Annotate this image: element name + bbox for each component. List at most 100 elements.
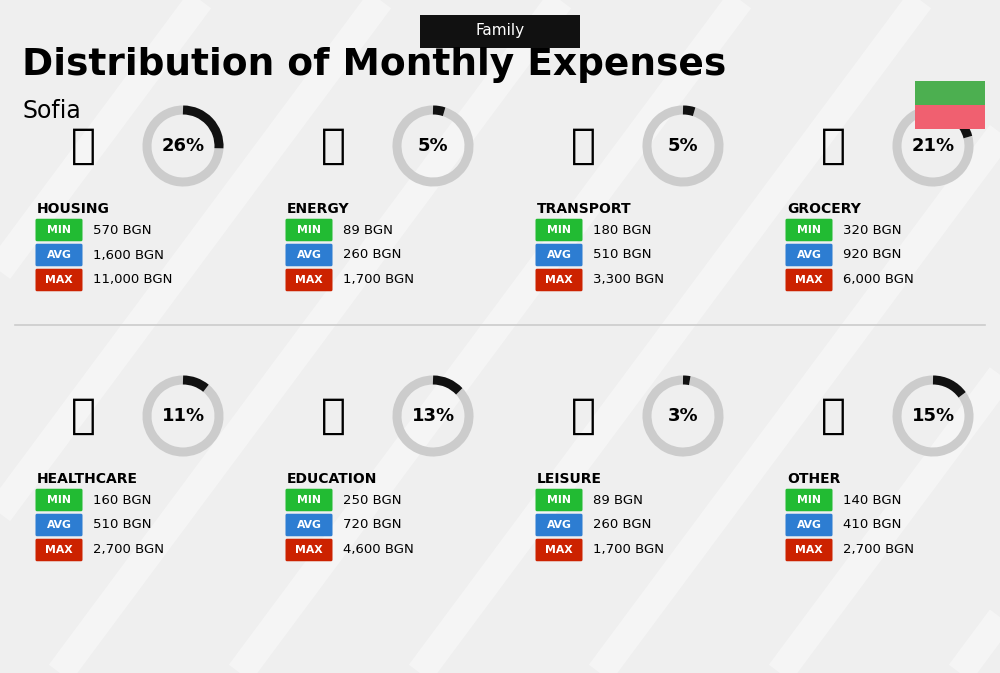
Text: MAX: MAX <box>795 545 823 555</box>
FancyBboxPatch shape <box>536 269 582 291</box>
Text: 180 BGN: 180 BGN <box>593 223 651 236</box>
FancyBboxPatch shape <box>286 489 332 511</box>
Text: 🔌: 🔌 <box>320 125 346 167</box>
Text: 🏢: 🏢 <box>70 125 96 167</box>
Text: 4,600 BGN: 4,600 BGN <box>343 544 414 557</box>
Text: AVG: AVG <box>797 250 821 260</box>
Text: 510 BGN: 510 BGN <box>593 248 652 262</box>
FancyBboxPatch shape <box>786 244 833 267</box>
Text: MAX: MAX <box>295 275 323 285</box>
FancyBboxPatch shape <box>286 219 332 241</box>
Text: MIN: MIN <box>47 495 71 505</box>
Text: HEALTHCARE: HEALTHCARE <box>37 472 138 486</box>
Text: Distribution of Monthly Expenses: Distribution of Monthly Expenses <box>22 47 726 83</box>
Text: MIN: MIN <box>297 495 321 505</box>
Text: 💓: 💓 <box>70 395 96 437</box>
Text: ENERGY: ENERGY <box>287 202 350 216</box>
Text: 2,700 BGN: 2,700 BGN <box>843 544 914 557</box>
Text: 3,300 BGN: 3,300 BGN <box>593 273 664 287</box>
Text: GROCERY: GROCERY <box>787 202 861 216</box>
Text: 5%: 5% <box>418 137 448 155</box>
Text: 250 BGN: 250 BGN <box>343 493 402 507</box>
Text: MAX: MAX <box>45 545 73 555</box>
Text: 89 BGN: 89 BGN <box>343 223 393 236</box>
Text: AVG: AVG <box>547 250 571 260</box>
Text: 1,600 BGN: 1,600 BGN <box>93 248 164 262</box>
Text: 410 BGN: 410 BGN <box>843 518 901 532</box>
Text: 260 BGN: 260 BGN <box>343 248 401 262</box>
Text: MIN: MIN <box>47 225 71 235</box>
Text: 11%: 11% <box>161 407 205 425</box>
Text: MIN: MIN <box>797 225 821 235</box>
Text: Family: Family <box>475 24 525 38</box>
Text: MAX: MAX <box>545 545 573 555</box>
FancyBboxPatch shape <box>36 489 82 511</box>
FancyBboxPatch shape <box>536 489 582 511</box>
Text: 140 BGN: 140 BGN <box>843 493 901 507</box>
Text: MAX: MAX <box>545 275 573 285</box>
Text: AVG: AVG <box>547 520 571 530</box>
FancyBboxPatch shape <box>786 513 833 536</box>
Text: MIN: MIN <box>547 495 571 505</box>
Text: MAX: MAX <box>295 545 323 555</box>
Text: 🎓: 🎓 <box>320 395 346 437</box>
Text: AVG: AVG <box>297 520 321 530</box>
Text: TRANSPORT: TRANSPORT <box>537 202 632 216</box>
Text: 6,000 BGN: 6,000 BGN <box>843 273 914 287</box>
FancyBboxPatch shape <box>786 269 833 291</box>
Text: AVG: AVG <box>47 250 71 260</box>
FancyBboxPatch shape <box>286 244 332 267</box>
FancyBboxPatch shape <box>536 219 582 241</box>
Text: 5%: 5% <box>668 137 698 155</box>
Text: AVG: AVG <box>797 520 821 530</box>
FancyBboxPatch shape <box>420 15 580 48</box>
Text: MIN: MIN <box>297 225 321 235</box>
Text: 26%: 26% <box>161 137 205 155</box>
Text: 🚌: 🚌 <box>570 125 596 167</box>
Text: Sofia: Sofia <box>22 99 81 123</box>
Text: HOUSING: HOUSING <box>37 202 110 216</box>
Text: OTHER: OTHER <box>787 472 840 486</box>
Text: 570 BGN: 570 BGN <box>93 223 152 236</box>
Text: EDUCATION: EDUCATION <box>287 472 377 486</box>
Text: 320 BGN: 320 BGN <box>843 223 902 236</box>
FancyBboxPatch shape <box>536 539 582 561</box>
Text: 2,700 BGN: 2,700 BGN <box>93 544 164 557</box>
Text: 260 BGN: 260 BGN <box>593 518 651 532</box>
FancyBboxPatch shape <box>36 513 82 536</box>
Text: 89 BGN: 89 BGN <box>593 493 643 507</box>
Text: 1,700 BGN: 1,700 BGN <box>593 544 664 557</box>
Text: 1,700 BGN: 1,700 BGN <box>343 273 414 287</box>
Text: 13%: 13% <box>411 407 455 425</box>
Text: 🛒: 🛒 <box>820 125 846 167</box>
Text: 160 BGN: 160 BGN <box>93 493 151 507</box>
FancyBboxPatch shape <box>286 513 332 536</box>
Text: 920 BGN: 920 BGN <box>843 248 901 262</box>
Text: 💰: 💰 <box>820 395 846 437</box>
Text: 15%: 15% <box>911 407 955 425</box>
FancyBboxPatch shape <box>786 489 833 511</box>
FancyBboxPatch shape <box>536 513 582 536</box>
FancyBboxPatch shape <box>36 539 82 561</box>
FancyBboxPatch shape <box>36 219 82 241</box>
Text: AVG: AVG <box>47 520 71 530</box>
FancyBboxPatch shape <box>915 105 985 129</box>
Text: MAX: MAX <box>795 275 823 285</box>
Text: 11,000 BGN: 11,000 BGN <box>93 273 172 287</box>
Text: 720 BGN: 720 BGN <box>343 518 402 532</box>
FancyBboxPatch shape <box>786 539 833 561</box>
Text: MIN: MIN <box>797 495 821 505</box>
Text: 3%: 3% <box>668 407 698 425</box>
FancyBboxPatch shape <box>36 269 82 291</box>
Text: MAX: MAX <box>45 275 73 285</box>
FancyBboxPatch shape <box>915 81 985 105</box>
Text: 510 BGN: 510 BGN <box>93 518 152 532</box>
FancyBboxPatch shape <box>286 539 332 561</box>
Text: 21%: 21% <box>911 137 955 155</box>
Text: LEISURE: LEISURE <box>537 472 602 486</box>
FancyBboxPatch shape <box>36 244 82 267</box>
FancyBboxPatch shape <box>536 244 582 267</box>
FancyBboxPatch shape <box>786 219 833 241</box>
Text: MIN: MIN <box>547 225 571 235</box>
Text: 🛍: 🛍 <box>570 395 596 437</box>
